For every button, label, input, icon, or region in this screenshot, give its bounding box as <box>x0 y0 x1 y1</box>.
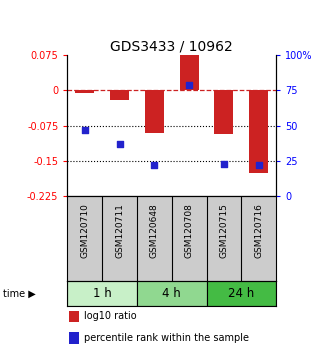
Bar <box>206 281 276 306</box>
Bar <box>110 90 129 100</box>
Text: 4 h: 4 h <box>162 287 181 300</box>
Point <box>187 82 192 87</box>
Text: log10 ratio: log10 ratio <box>84 312 136 321</box>
Text: GSM120710: GSM120710 <box>80 203 89 258</box>
Title: GDS3433 / 10962: GDS3433 / 10962 <box>110 40 233 54</box>
Bar <box>214 90 233 134</box>
Text: percentile rank within the sample: percentile rank within the sample <box>84 333 249 343</box>
Text: GSM120648: GSM120648 <box>150 203 159 258</box>
Text: GSM120711: GSM120711 <box>115 203 124 258</box>
Bar <box>179 55 199 90</box>
Point <box>117 141 122 147</box>
Bar <box>249 90 268 173</box>
Text: time ▶: time ▶ <box>3 289 36 299</box>
Point <box>152 162 157 168</box>
Bar <box>75 90 94 93</box>
Bar <box>69 310 80 322</box>
Point <box>82 127 87 133</box>
Bar <box>145 90 164 133</box>
Bar <box>67 281 137 306</box>
Point <box>221 161 226 167</box>
Bar <box>69 332 80 344</box>
Bar <box>137 281 206 306</box>
Text: 24 h: 24 h <box>228 287 255 300</box>
Text: GSM120715: GSM120715 <box>219 203 229 258</box>
Point <box>256 162 261 168</box>
Text: GSM120708: GSM120708 <box>185 203 194 258</box>
Text: 1 h: 1 h <box>93 287 112 300</box>
Text: GSM120716: GSM120716 <box>254 203 263 258</box>
